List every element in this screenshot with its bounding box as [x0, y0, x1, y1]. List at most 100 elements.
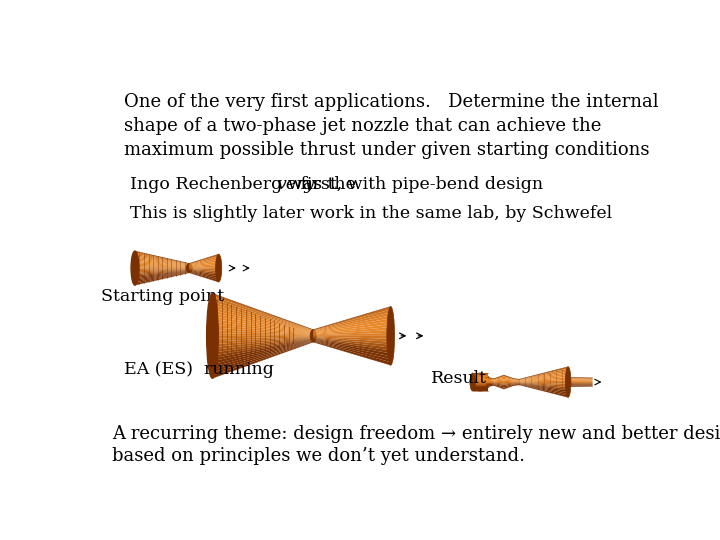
Polygon shape: [486, 384, 494, 387]
Polygon shape: [519, 382, 568, 386]
Polygon shape: [473, 389, 487, 390]
Polygon shape: [189, 268, 219, 271]
Polygon shape: [189, 271, 219, 278]
Polygon shape: [189, 272, 219, 282]
Text: One of the very first applications.   Determine the internal
shape of a two-phas: One of the very first applications. Dete…: [124, 92, 659, 159]
Polygon shape: [504, 378, 513, 381]
Polygon shape: [494, 375, 504, 379]
Polygon shape: [486, 384, 494, 386]
Polygon shape: [313, 307, 391, 330]
Text: This is slightly later work in the same lab, by Schwefel: This is slightly later work in the same …: [130, 205, 613, 222]
Polygon shape: [212, 341, 313, 373]
Polygon shape: [504, 376, 513, 380]
Polygon shape: [189, 254, 219, 264]
Polygon shape: [473, 385, 487, 386]
Polygon shape: [135, 259, 189, 266]
Ellipse shape: [565, 367, 571, 397]
Polygon shape: [313, 333, 391, 336]
Ellipse shape: [310, 330, 316, 342]
Polygon shape: [212, 322, 313, 334]
Polygon shape: [212, 330, 313, 335]
Polygon shape: [519, 368, 568, 380]
Polygon shape: [135, 269, 189, 273]
Ellipse shape: [215, 254, 222, 282]
Polygon shape: [513, 379, 519, 380]
Polygon shape: [135, 272, 189, 284]
Text: very: very: [276, 177, 314, 193]
Polygon shape: [212, 308, 313, 332]
Polygon shape: [504, 383, 513, 386]
Polygon shape: [519, 372, 568, 381]
Polygon shape: [313, 338, 391, 348]
Polygon shape: [519, 380, 568, 382]
Polygon shape: [568, 383, 593, 384]
Polygon shape: [473, 383, 487, 384]
Text: EA (ES)  running: EA (ES) running: [124, 361, 274, 378]
Polygon shape: [313, 337, 391, 345]
Polygon shape: [513, 380, 519, 381]
Polygon shape: [504, 384, 513, 388]
Polygon shape: [212, 340, 313, 370]
Text: A recurring theme: design freedom → entirely new and better designs: A recurring theme: design freedom → enti…: [112, 425, 720, 443]
Polygon shape: [519, 375, 568, 381]
Polygon shape: [486, 381, 494, 382]
Polygon shape: [212, 316, 313, 333]
Polygon shape: [568, 379, 593, 380]
Polygon shape: [568, 384, 593, 386]
Polygon shape: [135, 272, 189, 282]
Polygon shape: [212, 338, 313, 356]
Polygon shape: [313, 341, 391, 362]
Polygon shape: [473, 384, 487, 385]
Polygon shape: [494, 381, 504, 382]
Polygon shape: [212, 336, 313, 341]
Polygon shape: [189, 269, 219, 274]
Polygon shape: [189, 272, 219, 280]
Polygon shape: [486, 380, 494, 381]
Text: Ingo Rechenberg was the: Ingo Rechenberg was the: [130, 177, 361, 193]
Polygon shape: [135, 268, 189, 270]
Polygon shape: [212, 341, 313, 375]
Polygon shape: [519, 384, 568, 396]
Polygon shape: [212, 302, 313, 332]
Polygon shape: [513, 384, 519, 386]
Polygon shape: [504, 375, 513, 379]
Polygon shape: [519, 370, 568, 380]
Polygon shape: [494, 382, 504, 383]
Polygon shape: [473, 381, 487, 383]
Ellipse shape: [470, 373, 490, 391]
Polygon shape: [473, 374, 487, 375]
Polygon shape: [212, 339, 313, 361]
Polygon shape: [494, 376, 504, 380]
Polygon shape: [212, 310, 313, 333]
Polygon shape: [135, 271, 189, 278]
Text: based on principles we don’t yet understand.: based on principles we don’t yet underst…: [112, 447, 525, 465]
Polygon shape: [189, 270, 219, 276]
Polygon shape: [135, 264, 189, 267]
Ellipse shape: [387, 307, 395, 365]
Polygon shape: [313, 318, 391, 333]
Ellipse shape: [131, 251, 139, 285]
Polygon shape: [212, 305, 313, 332]
Polygon shape: [494, 385, 504, 389]
Polygon shape: [519, 379, 568, 382]
Polygon shape: [473, 379, 487, 380]
Polygon shape: [212, 299, 313, 331]
Polygon shape: [513, 381, 519, 382]
Polygon shape: [212, 327, 313, 335]
Polygon shape: [212, 337, 313, 347]
Polygon shape: [313, 341, 391, 365]
Text: Starting point: Starting point: [101, 288, 224, 305]
Polygon shape: [486, 379, 494, 380]
Polygon shape: [212, 319, 313, 334]
Polygon shape: [135, 253, 189, 264]
Polygon shape: [135, 254, 189, 265]
Polygon shape: [568, 377, 593, 379]
Polygon shape: [513, 383, 519, 384]
Polygon shape: [504, 381, 513, 382]
Polygon shape: [519, 382, 568, 384]
Polygon shape: [313, 336, 391, 339]
Polygon shape: [473, 386, 487, 387]
Polygon shape: [473, 378, 487, 379]
Polygon shape: [519, 374, 568, 381]
Polygon shape: [504, 385, 513, 389]
